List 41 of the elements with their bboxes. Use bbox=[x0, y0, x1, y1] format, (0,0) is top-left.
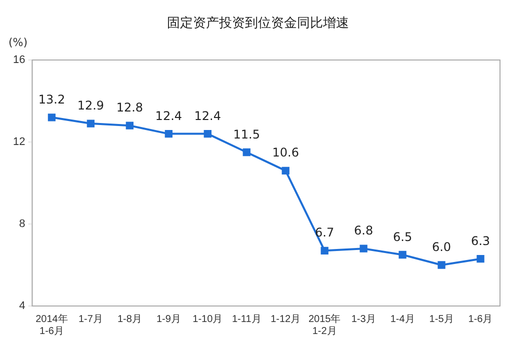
point bbox=[438, 261, 446, 269]
point bbox=[164, 130, 172, 138]
x-tick-label: 2014年 1-6月 bbox=[36, 312, 68, 337]
x-tick-label: 1-11月 bbox=[232, 314, 262, 325]
x-tick-label: 1-6月 bbox=[468, 314, 493, 325]
data-label: 6.3 bbox=[470, 234, 490, 248]
point bbox=[476, 255, 484, 263]
point bbox=[242, 148, 250, 156]
y-tick-label: 8 bbox=[19, 218, 26, 230]
data-label: 6.0 bbox=[432, 240, 452, 254]
point bbox=[48, 114, 56, 122]
x-tick-label: 1-10月 bbox=[192, 314, 223, 325]
point bbox=[86, 120, 95, 128]
point bbox=[398, 250, 406, 259]
data-label: 6.8 bbox=[354, 224, 374, 238]
data-label: 12.4 bbox=[194, 108, 222, 123]
x-tick-label: 2015年 1-2月 bbox=[308, 312, 341, 337]
point bbox=[282, 166, 290, 175]
point bbox=[360, 244, 368, 252]
chart-title: 固定资产投资到位资金同比增速 bbox=[166, 15, 350, 32]
data-label: 12.4 bbox=[155, 108, 182, 123]
data-label: 13.2 bbox=[38, 92, 66, 106]
y-tick-label: 4 bbox=[19, 300, 26, 312]
data-label: 10.6 bbox=[272, 146, 299, 160]
x-tick-label: 1-8月 bbox=[117, 314, 142, 325]
point bbox=[320, 246, 328, 254]
data-label: 6.5 bbox=[393, 230, 412, 244]
x-tick-label: 1-4月 bbox=[390, 314, 415, 325]
y-tick-label: 16 bbox=[12, 54, 26, 66]
y-tick-label: 12 bbox=[12, 136, 26, 148]
x-tick-label: 1-7月 bbox=[78, 314, 103, 325]
y-axis-title: (%) bbox=[8, 36, 28, 49]
x-tick-label: 1-5月 bbox=[429, 314, 454, 325]
x-tick-label: 1-9月 bbox=[156, 314, 181, 325]
point bbox=[204, 130, 212, 138]
x-tick-label: 1-3月 bbox=[351, 314, 376, 325]
x-tick-label: 1-12月 bbox=[270, 314, 301, 325]
point bbox=[126, 122, 134, 130]
data-label: 12.9 bbox=[77, 98, 104, 113]
data-label: 11.5 bbox=[233, 127, 260, 142]
data-label: 12.8 bbox=[116, 100, 144, 115]
